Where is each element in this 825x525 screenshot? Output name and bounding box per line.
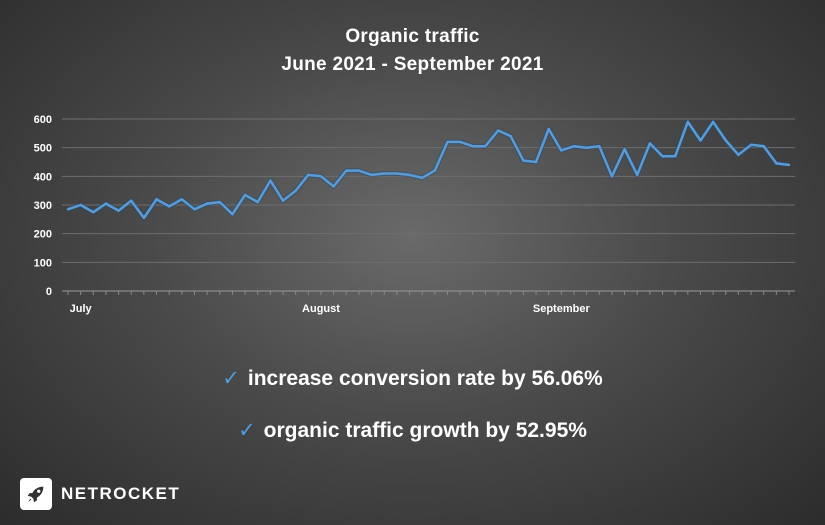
data-point: [775, 162, 778, 165]
data-point: [155, 198, 158, 201]
data-point: [408, 173, 411, 177]
data-point: [686, 120, 690, 124]
stat-traffic-growth: ✓ organic traffic growth by 52.95%: [0, 418, 825, 443]
data-point: [648, 142, 652, 145]
data-point: [345, 169, 348, 172]
stat-conversion-text: increase conversion rate by 56.06%: [247, 367, 603, 390]
data-point: [130, 199, 133, 202]
data-point: [496, 129, 500, 132]
data-point: [522, 159, 525, 162]
data-point: [446, 140, 449, 144]
data-point: [117, 209, 120, 212]
data-point: [585, 146, 588, 149]
data-point: [294, 189, 297, 192]
data-point: [547, 127, 550, 131]
stat-traffic-text: organic traffic growth by 52.95%: [263, 419, 587, 442]
data-point: [332, 185, 335, 188]
data-point: [66, 208, 70, 211]
stat-conversion-rate: ✓ increase conversion rate by 56.06%: [0, 366, 825, 391]
data-point: [307, 173, 310, 177]
data-point: [636, 173, 639, 177]
series-line: [67, 120, 790, 220]
data-point: [180, 198, 184, 201]
data-point: [737, 153, 740, 157]
data-point: [218, 200, 221, 204]
x-tick-label: August: [302, 303, 340, 315]
data-point: [661, 155, 664, 158]
check-icon: ✓: [238, 419, 256, 442]
data-point: [572, 145, 576, 148]
brand-logo: NETROCKET: [20, 478, 180, 510]
data-point: [205, 202, 209, 205]
data-point: [269, 179, 272, 182]
data-point: [370, 173, 373, 177]
data-point: [749, 143, 753, 146]
y-tick-label: 100: [34, 257, 52, 269]
data-point: [699, 139, 702, 142]
y-tick-label: 200: [34, 229, 52, 241]
x-tick-label: July: [70, 303, 93, 315]
data-point: [142, 216, 146, 220]
data-point: [193, 208, 196, 211]
y-tick-label: 600: [34, 114, 52, 126]
data-point: [598, 145, 601, 148]
data-point: [673, 155, 677, 158]
y-tick-label: 300: [34, 200, 52, 212]
rocket-icon: [20, 478, 52, 510]
data-point: [92, 210, 95, 214]
data-point: [243, 193, 247, 197]
data-point: [724, 139, 727, 142]
data-point: [509, 135, 512, 138]
data-point: [484, 145, 487, 148]
data-point: [458, 140, 462, 144]
data-point: [420, 176, 424, 179]
line-chart: 0 100 200 300 400 500 600 July August September: [34, 114, 795, 315]
data-point: [711, 120, 715, 124]
data-point: [610, 175, 614, 178]
data-point: [167, 205, 171, 208]
brand-name: NETROCKET: [61, 484, 181, 503]
y-tick-label: 500: [34, 143, 52, 155]
data-point: [433, 169, 437, 172]
data-point: [104, 202, 108, 205]
data-point: [534, 160, 538, 164]
data-point: [79, 203, 82, 207]
data-point: [357, 169, 361, 172]
chart-title: Organic traffic: [345, 26, 480, 47]
data-point: [256, 200, 259, 204]
data-point: [787, 163, 791, 167]
data-point: [281, 199, 285, 202]
y-tick-label: 0: [46, 286, 52, 298]
data-point: [319, 175, 323, 178]
data-point: [560, 149, 563, 152]
data-point: [383, 172, 386, 175]
y-tick-label: 400: [34, 171, 52, 183]
data-point: [471, 145, 474, 148]
check-icon: ✓: [222, 367, 240, 390]
data-point: [762, 145, 765, 148]
data-point: [623, 147, 626, 151]
chart-subtitle: June 2021 - September 2021: [281, 54, 544, 75]
data-point: [231, 212, 234, 216]
x-tick-label: September: [533, 303, 591, 315]
data-point: [395, 172, 399, 175]
